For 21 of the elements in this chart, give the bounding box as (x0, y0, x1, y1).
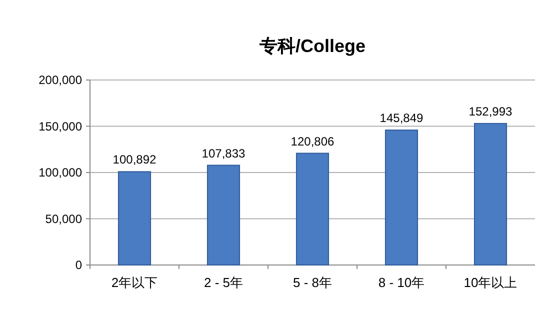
bar (296, 152, 330, 266)
y-tick-label: 150,000 (38, 119, 82, 134)
y-tick-label: 0 (75, 258, 82, 272)
bar (384, 130, 418, 266)
data-label: 152,993 (468, 104, 513, 118)
data-label: 120,806 (290, 134, 335, 148)
x-tick-label: 5 - 8年 (292, 275, 332, 290)
chart-title: 专科/College (258, 36, 366, 56)
bar (206, 164, 240, 266)
x-tick-label: 2 - 5年 (204, 275, 244, 290)
x-tick-label: 2年以下 (111, 275, 158, 290)
x-tick-label: 8 - 10年 (378, 275, 425, 290)
bar (474, 122, 508, 266)
data-label: 107,833 (202, 146, 246, 160)
data-label: 145,849 (380, 111, 424, 126)
y-tick-label: 50,000 (45, 212, 82, 226)
bar (118, 171, 152, 266)
data-label: 100,892 (112, 152, 157, 167)
y-tick-label: 100,000 (38, 166, 82, 180)
y-tick-label: 200,000 (38, 73, 82, 87)
x-tick-label: 10年以上 (464, 275, 518, 290)
